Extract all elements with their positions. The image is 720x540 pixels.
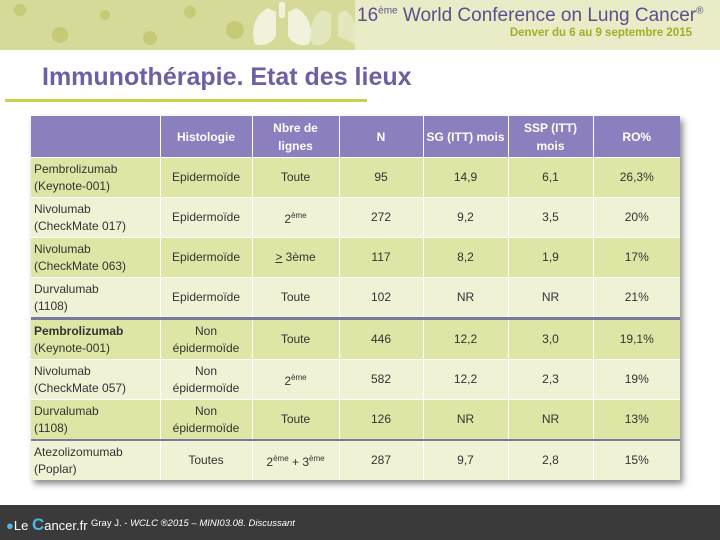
table-row: Pembrolizumab (Keynote-001) Non épidermoïd…: [31, 317, 680, 360]
histology-cell: Epidermoïde: [160, 237, 253, 278]
histology-cell: Epidermoïde: [160, 157, 253, 198]
n-cell: 446: [339, 317, 424, 360]
ro-cell: 19,1%: [593, 317, 680, 360]
ssp-cell: NR: [508, 399, 594, 440]
lung-decoration: [0, 0, 355, 50]
lines-cell: Toute: [252, 157, 340, 198]
histology-cell: Non épidermoïde: [160, 359, 253, 400]
footer-citation: Gray J. - WCLC ®2015 – MINI03.08. Discus…: [91, 518, 295, 529]
table-row: Nivolumab (CheckMate 017) Epidermoïde 2èm…: [31, 197, 680, 238]
header-cell: RO%: [593, 116, 680, 158]
ro-cell: 26,3%: [593, 157, 680, 198]
histology-cell: Non épidermoïde: [160, 317, 253, 360]
lecancer-logo: ●Le Cancer.fr: [6, 515, 88, 534]
sg-cell: 12,2: [423, 359, 509, 400]
header-cell: Histologie: [160, 116, 253, 158]
table-row: Pembrolizumab (Keynote-001) Epidermoïde T…: [31, 157, 680, 198]
drug-cell: Durvalumab (1108): [31, 399, 161, 440]
ro-cell: 13%: [593, 399, 680, 440]
table-row: Nivolumab (CheckMate 063) Epidermoïde > 3…: [31, 237, 680, 278]
ro-cell: 19%: [593, 359, 680, 400]
ro-cell: 20%: [593, 197, 680, 238]
conference-header: 16ème World Conference on Lung Cancer® D…: [0, 0, 720, 50]
results-table: Histologie Nbre de lignes N SG (ITT) moi…: [31, 116, 680, 480]
lines-cell: Toute: [252, 399, 340, 440]
ssp-cell: 3,5: [508, 197, 594, 238]
ro-cell: 17%: [593, 237, 680, 278]
n-cell: 272: [339, 197, 424, 238]
sg-cell: 9,7: [423, 439, 509, 480]
drug-cell: Nivolumab (CheckMate 017): [31, 197, 161, 238]
drug-cell: Nivolumab (CheckMate 063): [31, 237, 161, 278]
ssp-cell: 2,8: [508, 439, 594, 480]
table-row: Atezolizomumab (Poplar) Toutes 2ème + 3èm…: [31, 439, 680, 480]
header-cell: N: [339, 116, 424, 158]
lines-cell: Toute: [252, 317, 340, 360]
drug-cell: Nivolumab (CheckMate 057): [31, 359, 161, 400]
histology-cell: Epidermoïde: [160, 197, 253, 238]
ssp-cell: NR: [508, 277, 594, 319]
sg-cell: 12,2: [423, 317, 509, 360]
drug-cell: Atezolizomumab (Poplar): [31, 439, 161, 480]
ssp-cell: 2,3: [508, 359, 594, 400]
slide-footer: ●Le Cancer.fr Gray J. - WCLC ®2015 – MIN…: [0, 505, 720, 540]
conference-dates: Denver du 6 au 9 septembre 2015: [509, 27, 692, 39]
table-header-row: Histologie Nbre de lignes N SG (ITT) moi…: [31, 116, 680, 158]
header-cell: SG (ITT) mois: [423, 116, 509, 158]
header-cell: [31, 116, 161, 158]
conference-title: 16ème World Conference on Lung Cancer®: [357, 5, 704, 26]
sg-cell: NR: [423, 277, 509, 319]
drug-cell: Pembrolizumab (Keynote-001): [31, 317, 161, 360]
ro-cell: 21%: [593, 277, 680, 319]
header-cell: SSP (ITT) mois: [508, 116, 594, 158]
histology-cell: Toutes: [160, 439, 253, 480]
n-cell: 95: [339, 157, 424, 198]
drug-cell: Pembrolizumab (Keynote-001): [31, 157, 161, 198]
ssp-cell: 3,0: [508, 317, 594, 360]
lines-cell: > 3ème: [252, 237, 340, 278]
table-row: Durvalumab (1108) Non épidermoïde Toute 12…: [31, 399, 680, 440]
sg-cell: NR: [423, 399, 509, 440]
n-cell: 582: [339, 359, 424, 400]
ssp-cell: 1,9: [508, 237, 594, 278]
ssp-cell: 6,1: [508, 157, 594, 198]
n-cell: 117: [339, 237, 424, 278]
lines-cell: 2ème: [252, 197, 340, 238]
logo-dot-icon: ●: [6, 518, 14, 533]
sg-cell: 8,2: [423, 237, 509, 278]
lines-cell: Toute: [252, 277, 340, 319]
n-cell: 102: [339, 277, 424, 319]
table-row: Nivolumab (CheckMate 057) Non épidermoïde …: [31, 359, 680, 400]
ro-cell: 15%: [593, 439, 680, 480]
histology-cell: Non épidermoïde: [160, 399, 253, 440]
lines-cell: 2ème + 3ème: [252, 439, 340, 480]
table-row: Durvalumab (1108) Epidermoïde Toute 102 N…: [31, 277, 680, 319]
n-cell: 287: [339, 439, 424, 480]
slide-title: Immunothérapie. Etat des lieux: [42, 63, 412, 91]
title-underline: [5, 99, 367, 102]
sg-cell: 9,2: [423, 197, 509, 238]
histology-cell: Epidermoïde: [160, 277, 253, 319]
lines-cell: 2ème: [252, 359, 340, 400]
sg-cell: 14,9: [423, 157, 509, 198]
header-cell: Nbre de lignes: [252, 116, 340, 158]
n-cell: 126: [339, 399, 424, 440]
drug-cell: Durvalumab (1108): [31, 277, 161, 319]
